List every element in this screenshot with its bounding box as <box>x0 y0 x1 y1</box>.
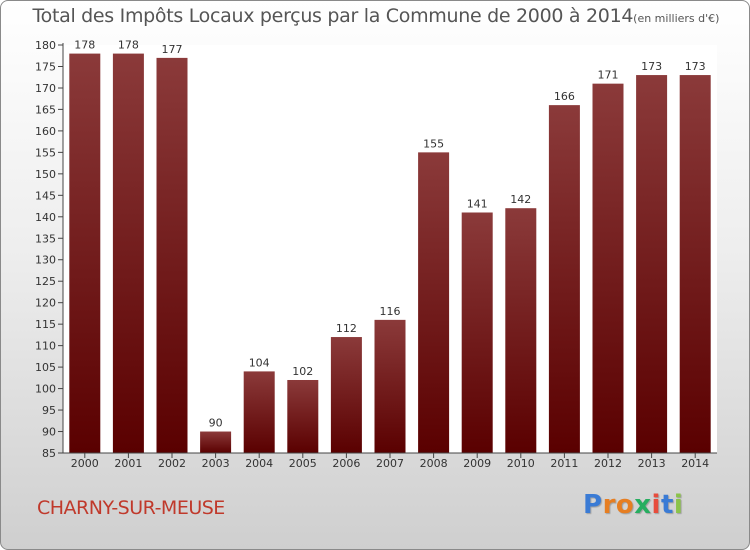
y-tick-label: 125 <box>35 275 56 288</box>
y-tick-label: 180 <box>35 39 56 52</box>
bar <box>374 319 406 453</box>
title-main: Total des Impôts Locaux perçus par la Co… <box>32 5 634 27</box>
x-tick-label: 2004 <box>245 457 273 470</box>
logo-letter: P <box>583 490 603 520</box>
data-label: 173 <box>685 60 706 73</box>
y-tick-label: 150 <box>35 168 56 181</box>
chart-title: Total des Impôts Locaux perçus par la Co… <box>1 5 749 27</box>
x-tick-label: 2000 <box>71 457 99 470</box>
bar <box>112 53 144 453</box>
x-tick-label: 2005 <box>289 457 317 470</box>
y-tick-label: 155 <box>35 146 56 159</box>
data-label: 178 <box>118 39 139 52</box>
data-label: 173 <box>641 60 662 73</box>
x-tick-label: 2003 <box>202 457 230 470</box>
y-tick-label: 140 <box>35 211 56 224</box>
data-label: 178 <box>74 39 95 52</box>
bar <box>548 105 580 453</box>
y-tick-label: 95 <box>42 404 56 417</box>
bar <box>287 379 319 453</box>
data-label: 177 <box>162 43 183 56</box>
bar <box>200 431 232 453</box>
y-tick-label: 120 <box>35 297 56 310</box>
bar <box>505 208 537 453</box>
y-tick-label: 135 <box>35 232 56 245</box>
x-tick-label: 2014 <box>681 457 709 470</box>
proxiti-logo: Proxiti <box>583 490 683 520</box>
y-tick-label: 105 <box>35 361 56 374</box>
bar <box>69 53 101 453</box>
data-label: 112 <box>336 322 357 335</box>
y-tick-label: 160 <box>35 125 56 138</box>
y-tick-label: 165 <box>35 103 56 116</box>
y-tick-label: 90 <box>42 426 56 439</box>
bar <box>243 371 275 453</box>
data-label: 104 <box>249 356 270 369</box>
bar <box>330 337 362 453</box>
bar <box>636 75 668 453</box>
logo-letter: x <box>634 490 652 520</box>
x-tick-label: 2006 <box>332 457 360 470</box>
bar <box>418 152 450 454</box>
data-label: 142 <box>510 193 531 206</box>
data-label: 171 <box>598 69 619 82</box>
y-tick-label: 130 <box>35 254 56 267</box>
x-tick-label: 2002 <box>158 457 186 470</box>
bar <box>592 83 624 453</box>
data-label: 102 <box>292 365 313 378</box>
data-label: 166 <box>554 90 575 103</box>
commune-name: CHARNY-SUR-MEUSE <box>37 497 225 519</box>
y-tick-label: 85 <box>42 447 56 460</box>
y-tick-label: 175 <box>35 60 56 73</box>
y-tick-label: 115 <box>35 318 56 331</box>
data-label: 141 <box>467 197 488 210</box>
y-tick-label: 170 <box>35 82 56 95</box>
x-tick-label: 2013 <box>638 457 666 470</box>
y-tick-label: 145 <box>35 189 56 202</box>
logo-letter: i <box>651 490 661 520</box>
logo-letter: i <box>673 490 684 520</box>
logo-letter: o <box>615 490 635 520</box>
logo-letter: r <box>602 490 616 520</box>
y-tick-label: 100 <box>35 383 56 396</box>
bar <box>679 75 711 453</box>
bar <box>461 212 493 453</box>
x-tick-label: 2008 <box>420 457 448 470</box>
data-label: 90 <box>209 417 223 430</box>
x-tick-label: 2010 <box>507 457 535 470</box>
title-unit: (en milliers d'€) <box>633 12 720 25</box>
bar <box>156 57 188 453</box>
x-tick-label: 2011 <box>550 457 578 470</box>
x-tick-label: 2012 <box>594 457 622 470</box>
x-tick-label: 2001 <box>114 457 142 470</box>
data-label: 155 <box>423 137 444 150</box>
y-tick-label: 110 <box>35 340 56 353</box>
logo-letter: t <box>660 490 674 520</box>
x-tick-label: 2009 <box>463 457 491 470</box>
data-label: 116 <box>380 305 401 318</box>
x-tick-label: 2007 <box>376 457 404 470</box>
